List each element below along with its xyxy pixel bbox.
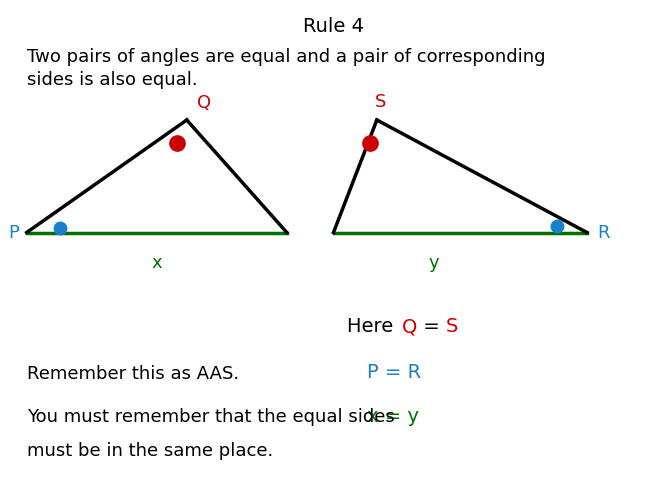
Text: Q: Q xyxy=(402,318,417,336)
Text: S: S xyxy=(374,93,386,111)
Text: y: y xyxy=(428,254,439,272)
Text: You must remember that the equal sides: You must remember that the equal sides xyxy=(27,408,394,426)
Text: =: = xyxy=(417,318,446,336)
Text: Two pairs of angles are equal and a pair of corresponding: Two pairs of angles are equal and a pair… xyxy=(27,48,545,66)
Text: Rule 4: Rule 4 xyxy=(303,18,364,36)
Text: S: S xyxy=(446,318,458,336)
Text: Here: Here xyxy=(347,318,400,336)
Text: x = y: x = y xyxy=(367,408,419,426)
Text: must be in the same place.: must be in the same place. xyxy=(27,442,273,460)
Text: Remember this as AAS.: Remember this as AAS. xyxy=(27,365,239,383)
Text: x: x xyxy=(151,254,162,272)
Text: P = R: P = R xyxy=(367,362,421,382)
Text: R: R xyxy=(597,224,610,242)
Text: P: P xyxy=(8,224,19,242)
Text: Q: Q xyxy=(197,94,211,112)
Text: sides is also equal.: sides is also equal. xyxy=(27,71,197,89)
